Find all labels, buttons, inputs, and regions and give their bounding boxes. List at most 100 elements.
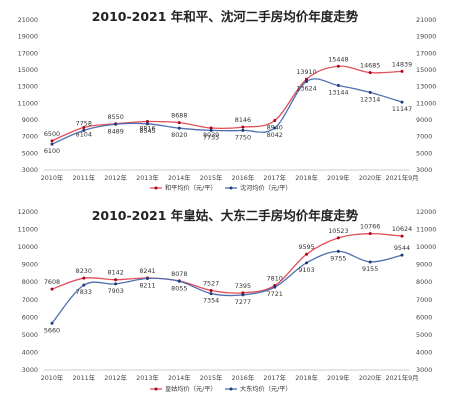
data-point — [368, 232, 372, 236]
y2-tick-label: 12000 — [416, 208, 436, 216]
legend-label: 大东均价（元/平） — [240, 385, 292, 393]
data-label: 7277 — [235, 298, 251, 306]
data-point — [177, 126, 181, 130]
y2-tick-label: 19000 — [416, 33, 436, 41]
data-point — [50, 139, 54, 143]
x-tick-label: 2011年 — [72, 373, 95, 382]
data-point — [50, 321, 54, 325]
data-label: 8146 — [235, 116, 251, 124]
x-tick-label: 2019年 — [327, 173, 350, 182]
x-tick-label: 2012年 — [104, 373, 127, 382]
x-tick-label: 2021年9月 — [385, 173, 418, 182]
x-tick-label: 2016年 — [232, 173, 255, 182]
data-point — [336, 64, 340, 68]
chart-top: 2010-2021 年和平、沈河二手房均价年度走势 3000 5000 7000 90… — [0, 0, 450, 200]
data-point — [50, 287, 54, 291]
y2-tick-label: 3000 — [416, 366, 432, 374]
data-label: 12314 — [360, 95, 380, 103]
x-tick-label: 2015年 — [200, 173, 223, 182]
data-label: 9103 — [298, 266, 314, 274]
data-label: 10766 — [360, 223, 380, 231]
x-tick-label: 2018年 — [295, 173, 318, 182]
y2-tick-label: 7000 — [416, 296, 432, 304]
data-point — [145, 277, 149, 281]
data-point — [400, 69, 404, 73]
data-label: 8142 — [108, 269, 124, 277]
y-tick-label: 5000 — [22, 331, 38, 339]
legend-item: 皇姑均价（元/平） — [150, 385, 217, 393]
data-point — [241, 291, 245, 295]
legend-item: 沈河均价（元/平） — [225, 184, 292, 192]
data-point — [177, 279, 181, 283]
y2-tick-label: 5000 — [416, 331, 432, 339]
data-point — [82, 276, 86, 280]
y-tick-label: 13000 — [18, 83, 38, 91]
data-point — [114, 122, 118, 126]
legend-marker — [229, 387, 233, 391]
data-point — [209, 292, 213, 296]
y2-tick-label: 6000 — [416, 313, 432, 321]
data-label: 6500 — [44, 130, 60, 138]
data-point — [209, 289, 213, 293]
data-label: 9544 — [394, 244, 410, 252]
data-point — [336, 236, 340, 240]
y2-tick-label: 13000 — [416, 83, 436, 91]
data-point — [368, 90, 372, 94]
data-label: 8042 — [267, 131, 283, 139]
x-tick-label: 2011年 — [72, 173, 95, 182]
data-label: 8211 — [139, 282, 155, 290]
data-point — [400, 253, 404, 257]
y-tick-label: 9000 — [22, 116, 38, 124]
x-tick-label: 2012年 — [104, 173, 127, 182]
data-label: 8688 — [171, 112, 187, 120]
data-label: 14839 — [392, 60, 412, 68]
line-chart-heping-shenhe: 3000 5000 7000 9000 11000 13000 15000 17000 1900… — [18, 16, 437, 192]
data-label: 7755 — [203, 133, 219, 141]
x-tick-label: 2013年 — [136, 373, 159, 382]
series-line — [51, 250, 403, 324]
data-label: 13144 — [328, 88, 348, 96]
series-line — [51, 233, 403, 294]
data-point — [400, 100, 404, 104]
x-tick-label: 2013年 — [136, 173, 159, 182]
legend-marker — [229, 186, 233, 190]
data-label: 9155 — [362, 265, 378, 273]
y-tick-label: 19000 — [18, 33, 38, 41]
data-label: 13910 — [296, 68, 316, 76]
data-label: 7810 — [267, 275, 283, 283]
data-point — [241, 125, 245, 129]
y-tick-label: 11000 — [18, 99, 38, 107]
data-point — [177, 121, 181, 125]
y2-tick-label: 17000 — [416, 49, 436, 57]
x-tick-label: 2018年 — [295, 373, 318, 382]
chart-bottom: 2010-2021 年皇姑、大东二手房均价年度走势 3000 4000 5000 60… — [0, 200, 450, 401]
legend-item: 大东均价（元/平） — [225, 385, 292, 393]
line-chart-huanggu-dadong: 3000 4000 5000 6000 7000 8000 9000 10000 11000 12… — [18, 208, 437, 393]
data-label: 15448 — [328, 55, 348, 63]
data-label: 9595 — [298, 243, 314, 251]
x-tick-label: 2020年 — [359, 373, 382, 382]
legend-label: 皇姑均价（元/平） — [165, 385, 217, 393]
data-point — [50, 142, 54, 146]
data-point — [400, 234, 404, 238]
y2-tick-label: 15000 — [416, 66, 436, 74]
legend-item: 和平均价（元/平） — [150, 184, 217, 192]
y2-tick-label: 11000 — [416, 99, 436, 107]
data-point — [114, 278, 118, 282]
data-point — [145, 122, 149, 126]
y2-tick-label: 9000 — [416, 261, 432, 269]
data-label: 7903 — [108, 287, 124, 295]
data-point — [209, 126, 213, 130]
y-tick-label: 12000 — [18, 208, 38, 216]
y2-tick-label: 7000 — [416, 133, 432, 141]
data-point — [368, 260, 372, 264]
y2-tick-label: 11000 — [416, 226, 436, 234]
data-label: 7758 — [76, 119, 92, 127]
x-tick-label: 2020年 — [359, 173, 382, 182]
data-point — [273, 285, 277, 289]
data-label: 7833 — [76, 288, 92, 296]
data-point — [368, 71, 372, 75]
x-tick-label: 2014年 — [168, 173, 191, 182]
data-label: 14685 — [360, 62, 380, 70]
x-tick-label: 2019年 — [327, 373, 350, 382]
